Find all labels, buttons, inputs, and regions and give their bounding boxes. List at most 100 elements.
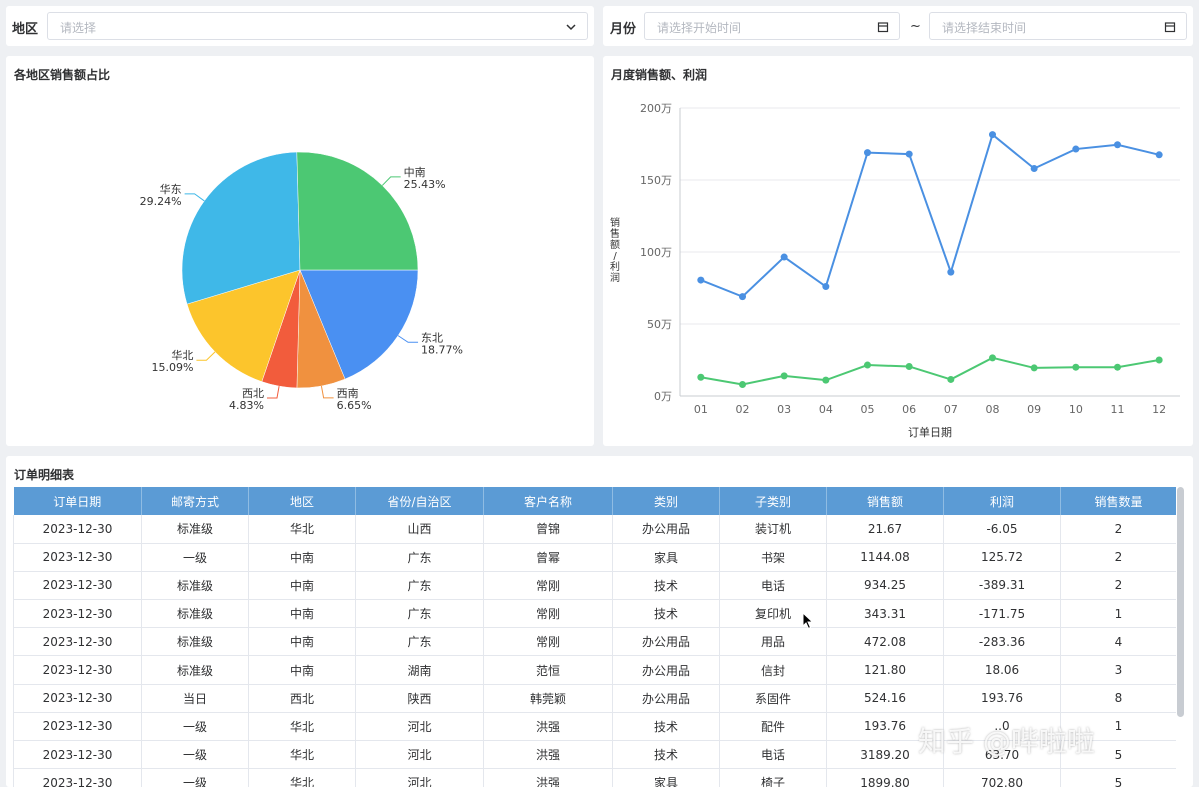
table-row[interactable]: 2023-12-30 标准级 中南 广东 常刚 技术 电话 934.25 -389.31 2 [13, 571, 1176, 601]
column-header[interactable]: 利润 [943, 487, 1061, 515]
series-point[interactable] [905, 150, 913, 158]
line-chart-title: 月度销售额、利润 [611, 68, 708, 82]
table-cell: 技术 [612, 740, 720, 770]
column-header[interactable]: 销售数量 [1060, 487, 1176, 515]
start-date-input[interactable]: 请选择开始时间 [644, 12, 900, 40]
table-cell: 华北 [248, 515, 356, 544]
series-point[interactable] [1030, 364, 1038, 372]
pie-leader-line [397, 335, 419, 343]
table-cell: ..0 [943, 712, 1061, 742]
table-cell: 一级 [141, 543, 249, 572]
table-cell: 范恒 [483, 655, 613, 685]
series-point[interactable] [1072, 363, 1080, 371]
x-tick-label: 12 [1152, 403, 1166, 416]
table-row[interactable]: 2023-12-30 标准级 中南 广东 常刚 办公用品 用品 472.08 -283.36 4 [13, 627, 1176, 657]
series-point[interactable] [739, 380, 746, 388]
column-header[interactable]: 客户名称 [483, 487, 613, 515]
table-cell: 343.31 [826, 599, 944, 629]
month-label: 月份 [610, 22, 637, 37]
series-point[interactable] [864, 149, 871, 157]
table-cell: 2 [1060, 515, 1176, 544]
series-point[interactable] [1114, 363, 1121, 371]
series-point[interactable] [989, 354, 996, 362]
table-cell: 椅子 [719, 768, 827, 787]
table-cell: 702.80 [943, 768, 1061, 787]
end-date-input[interactable]: 请选择结束时间 [929, 12, 1187, 40]
pie-leader-line [320, 385, 334, 399]
table-cell: 华北 [248, 740, 356, 770]
table-cell: 193.76 [943, 684, 1061, 713]
series-point[interactable] [864, 361, 871, 369]
y-tick-label: 200万 [640, 102, 672, 115]
series-point[interactable] [947, 268, 955, 276]
series-point[interactable] [822, 283, 830, 291]
column-header[interactable]: 子类别 [719, 487, 827, 515]
table-cell: 技术 [612, 599, 720, 629]
column-header[interactable]: 类别 [612, 487, 720, 515]
pie-slice[interactable] [296, 151, 419, 271]
table-cell: 中南 [248, 571, 356, 601]
column-header[interactable]: 省份/自治区 [355, 487, 484, 515]
region-sales-pie-panel: 各地区销售额占比 东北 18.77% 西南 6.65% 西北 4.83% 华北 15.09% 华… [6, 56, 594, 446]
pie-label-name: 西北 [242, 387, 264, 400]
table-row[interactable]: 2023-12-30 一级 华北 河北 洪强 家具 椅子 1899.80 702.80 5 [13, 768, 1176, 787]
table-cell: 5 [1060, 768, 1176, 787]
table-cell: 韩莞颖 [483, 684, 613, 713]
table-row[interactable]: 2023-12-30 标准级 中南 广东 常刚 技术 复印机 343.31 -171.75 1 [13, 599, 1176, 629]
series-point[interactable] [780, 372, 788, 380]
column-header[interactable]: 订单日期 [13, 487, 142, 515]
pie-leader-line [196, 351, 216, 361]
series-point[interactable] [1155, 356, 1163, 364]
x-tick-label: 10 [1069, 403, 1083, 416]
series-point[interactable] [1030, 164, 1038, 172]
table-row[interactable]: 2023-12-30 当日 西北 陕西 韩莞颖 办公用品 系固件 524.16 193.76 8 [13, 684, 1176, 713]
series-point[interactable] [1114, 141, 1121, 149]
pie-slice[interactable] [299, 269, 419, 380]
table-cell: 洪强 [483, 740, 613, 770]
column-header[interactable]: 销售额 [826, 487, 944, 515]
table-cell: 一级 [141, 768, 249, 787]
table-row[interactable]: 2023-12-30 一级 中南 广东 曾幂 家具 书架 1144.08 125.72 2 [13, 543, 1176, 572]
series-point[interactable] [947, 375, 955, 383]
pie-slice[interactable] [186, 269, 301, 382]
table-cell: 1144.08 [826, 543, 944, 572]
x-tick-label: 04 [819, 403, 833, 416]
x-tick-label: 06 [902, 403, 916, 416]
table-row[interactable]: 2023-12-30 标准级 中南 湖南 范恒 办公用品 信封 121.80 18.06 3 [13, 655, 1176, 685]
series-point[interactable] [739, 293, 746, 301]
x-tick-label: 02 [736, 403, 750, 416]
table-cell: 复印机 [719, 599, 827, 629]
series-point[interactable] [989, 131, 996, 139]
series-line [700, 132, 1160, 298]
column-header[interactable]: 邮寄方式 [141, 487, 249, 515]
table-scrollbar[interactable] [1177, 487, 1184, 717]
region-select[interactable]: 请选择 [47, 12, 588, 40]
series-point[interactable] [697, 276, 705, 284]
pie-label-name: 华北 [171, 348, 193, 362]
series-point[interactable] [697, 373, 705, 381]
table-cell: 山西 [355, 515, 484, 544]
series-point[interactable] [905, 362, 913, 370]
table-cell: -389.31 [943, 571, 1061, 601]
start-date-placeholder: 请选择开始时间 [657, 21, 742, 35]
column-header[interactable]: 地区 [248, 487, 356, 515]
table-cell: 524.16 [826, 684, 944, 713]
series-line [700, 356, 1160, 386]
table-cell: 河北 [355, 740, 484, 770]
table-row[interactable]: 2023-12-30 一级 华北 河北 洪强 技术 配件 193.76 ..0 1 [13, 712, 1176, 742]
series-point[interactable] [1155, 151, 1163, 159]
table-row[interactable]: 2023-12-30 一级 华北 河北 洪强 技术 电话 3189.20 63.70 5 [13, 740, 1176, 770]
table-cell: 广东 [355, 543, 484, 572]
table-cell: 18.06 [943, 655, 1061, 685]
table-cell: 1 [1060, 599, 1176, 629]
pie-slice[interactable] [181, 151, 301, 305]
pie-label-percent: 4.83% [229, 399, 264, 412]
series-point[interactable] [780, 253, 788, 261]
x-tick-label: 03 [777, 403, 791, 416]
pie-label-percent: 25.43% [404, 178, 446, 191]
series-point[interactable] [822, 376, 830, 384]
series-point[interactable] [1072, 145, 1080, 153]
table-cell: 2023-12-30 [13, 515, 142, 544]
table-row[interactable]: 2023-12-30 标准级 华北 山西 曾锦 办公用品 装订机 21.67 -6.05 2 [13, 515, 1176, 544]
